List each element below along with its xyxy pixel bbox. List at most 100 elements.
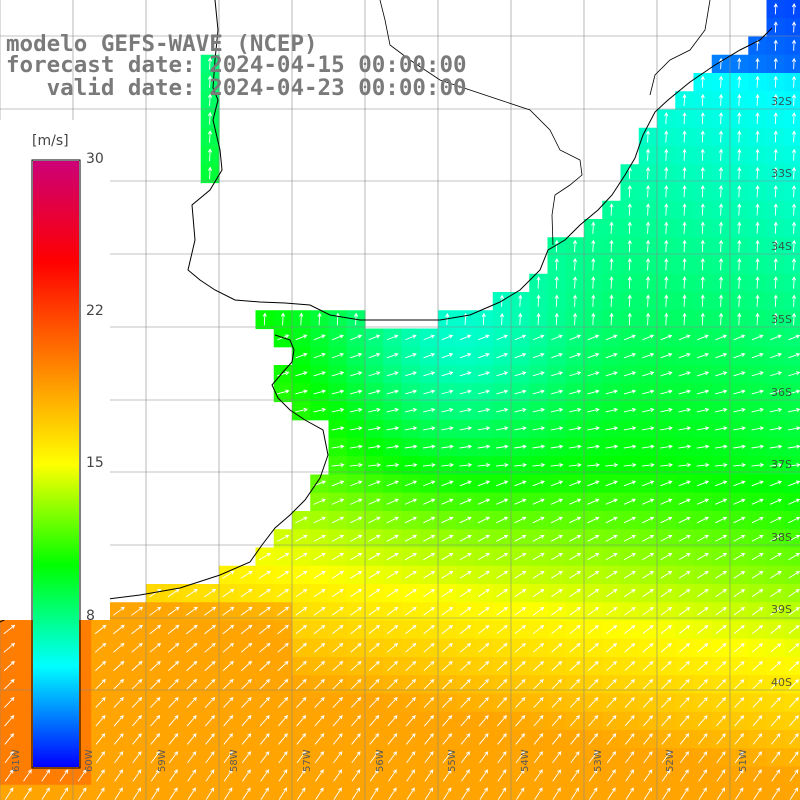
- wind-arrow: [369, 696, 380, 708]
- wind-arrow: [664, 166, 669, 180]
- colorbar-tick: 8: [86, 608, 95, 624]
- wind-arrow: [569, 606, 581, 616]
- wind-arrow: [755, 112, 760, 125]
- wind-arrow: [313, 352, 326, 359]
- wind-arrow: [696, 352, 710, 359]
- wind-arrow: [752, 643, 764, 653]
- wind-arrow: [295, 678, 307, 690]
- wind-arrow: [370, 787, 379, 800]
- wind-arrow: [568, 462, 582, 468]
- wind-arrow: [260, 751, 270, 764]
- wind-arrow: [514, 352, 527, 359]
- wind-arrow: [569, 352, 582, 359]
- wind-cell: [784, 219, 800, 238]
- wind-arrow: [514, 606, 527, 616]
- wind-arrow: [332, 660, 344, 672]
- wind-arrow: [515, 715, 526, 727]
- wind-arrow: [496, 570, 509, 579]
- wind-arrow: [733, 571, 746, 579]
- wind-arrow: [332, 624, 344, 635]
- wind-arrow: [696, 516, 709, 524]
- wind-arrow: [404, 462, 418, 468]
- wind-arrow: [773, 312, 778, 326]
- wind-arrow: [277, 678, 289, 690]
- wind-arrow: [515, 751, 525, 764]
- wind-arrow: [314, 751, 325, 764]
- wind-arrow: [751, 389, 764, 395]
- wind-cell: [164, 784, 184, 800]
- wind-arrow: [496, 642, 508, 653]
- wind-arrow: [773, 203, 778, 216]
- wind-arrow: [605, 407, 619, 413]
- wind-arrow: [605, 553, 618, 561]
- wind-arrow: [569, 697, 581, 708]
- wind-cell: [784, 73, 800, 92]
- wind-arrow: [645, 312, 651, 326]
- wind-arrow: [442, 696, 453, 708]
- wind-arrow: [185, 588, 198, 598]
- wind-arrow: [591, 239, 596, 253]
- wind-arrow: [715, 352, 728, 359]
- wind-arrow: [664, 112, 669, 125]
- wind-arrow: [569, 480, 582, 487]
- wind-arrow: [678, 462, 692, 468]
- wind-cell: [292, 784, 311, 800]
- wind-arrow: [422, 444, 436, 449]
- wind-arrow: [791, 239, 797, 253]
- wind-arrow: [222, 606, 235, 616]
- wind-arrow: [350, 352, 363, 359]
- wind-arrow: [313, 552, 326, 561]
- wind-arrow: [550, 480, 564, 487]
- model-title: modelo GEFS-WAVE (NCEP): [6, 31, 318, 57]
- wind-arrow: [751, 498, 764, 505]
- wind-cell: [146, 784, 165, 800]
- wind-arrow: [223, 733, 234, 745]
- colorbar-unit: [m/s]: [32, 133, 69, 149]
- wind-arrow: [751, 571, 764, 579]
- wind-arrow: [459, 516, 472, 524]
- wind-arrow: [661, 751, 671, 764]
- wind-arrow: [404, 444, 418, 449]
- wind-arrow: [332, 678, 344, 690]
- wind-arrow: [643, 769, 653, 782]
- wind-arrow: [113, 678, 125, 690]
- wind-arrow: [460, 696, 471, 708]
- wind-arrow: [207, 166, 213, 180]
- wind-arrow: [773, 130, 778, 143]
- wind-arrow: [404, 516, 418, 524]
- wind-arrow: [623, 352, 637, 359]
- wind-arrow: [333, 769, 343, 782]
- wind-arrow: [715, 625, 727, 634]
- wind-arrow: [222, 642, 235, 653]
- wind-arrow: [276, 371, 290, 377]
- wind-arrow: [496, 352, 509, 359]
- wind-arrow: [643, 733, 653, 745]
- wind-arrow: [715, 371, 728, 377]
- wind-arrow: [242, 769, 251, 782]
- wind-arrow: [368, 534, 381, 542]
- wind-arrow: [733, 407, 746, 413]
- wind-arrow: [368, 588, 381, 598]
- wind-arrow: [642, 371, 655, 377]
- wind-arrow: [715, 697, 727, 708]
- wind-arrow: [350, 606, 362, 616]
- wind-arrow: [550, 553, 563, 561]
- wind-arrow: [755, 276, 760, 289]
- wind-arrow: [331, 552, 345, 561]
- wind-arrow: [258, 570, 271, 579]
- wind-arrow: [755, 294, 760, 307]
- wind-arrow: [296, 733, 307, 745]
- wind-arrow: [642, 697, 654, 708]
- wind-arrow: [204, 660, 216, 672]
- wind-arrow: [350, 588, 363, 598]
- wind-arrow: [678, 389, 691, 395]
- wind-arrow: [769, 389, 783, 395]
- wind-arrow: [569, 624, 581, 635]
- wind-arrow: [204, 588, 217, 598]
- wind-arrow: [386, 426, 400, 431]
- wind-arrow: [660, 643, 672, 653]
- lon-label: 59W: [157, 749, 168, 772]
- wind-arrow: [737, 93, 742, 106]
- wind-arrow: [532, 389, 545, 395]
- wind-arrow: [551, 660, 563, 671]
